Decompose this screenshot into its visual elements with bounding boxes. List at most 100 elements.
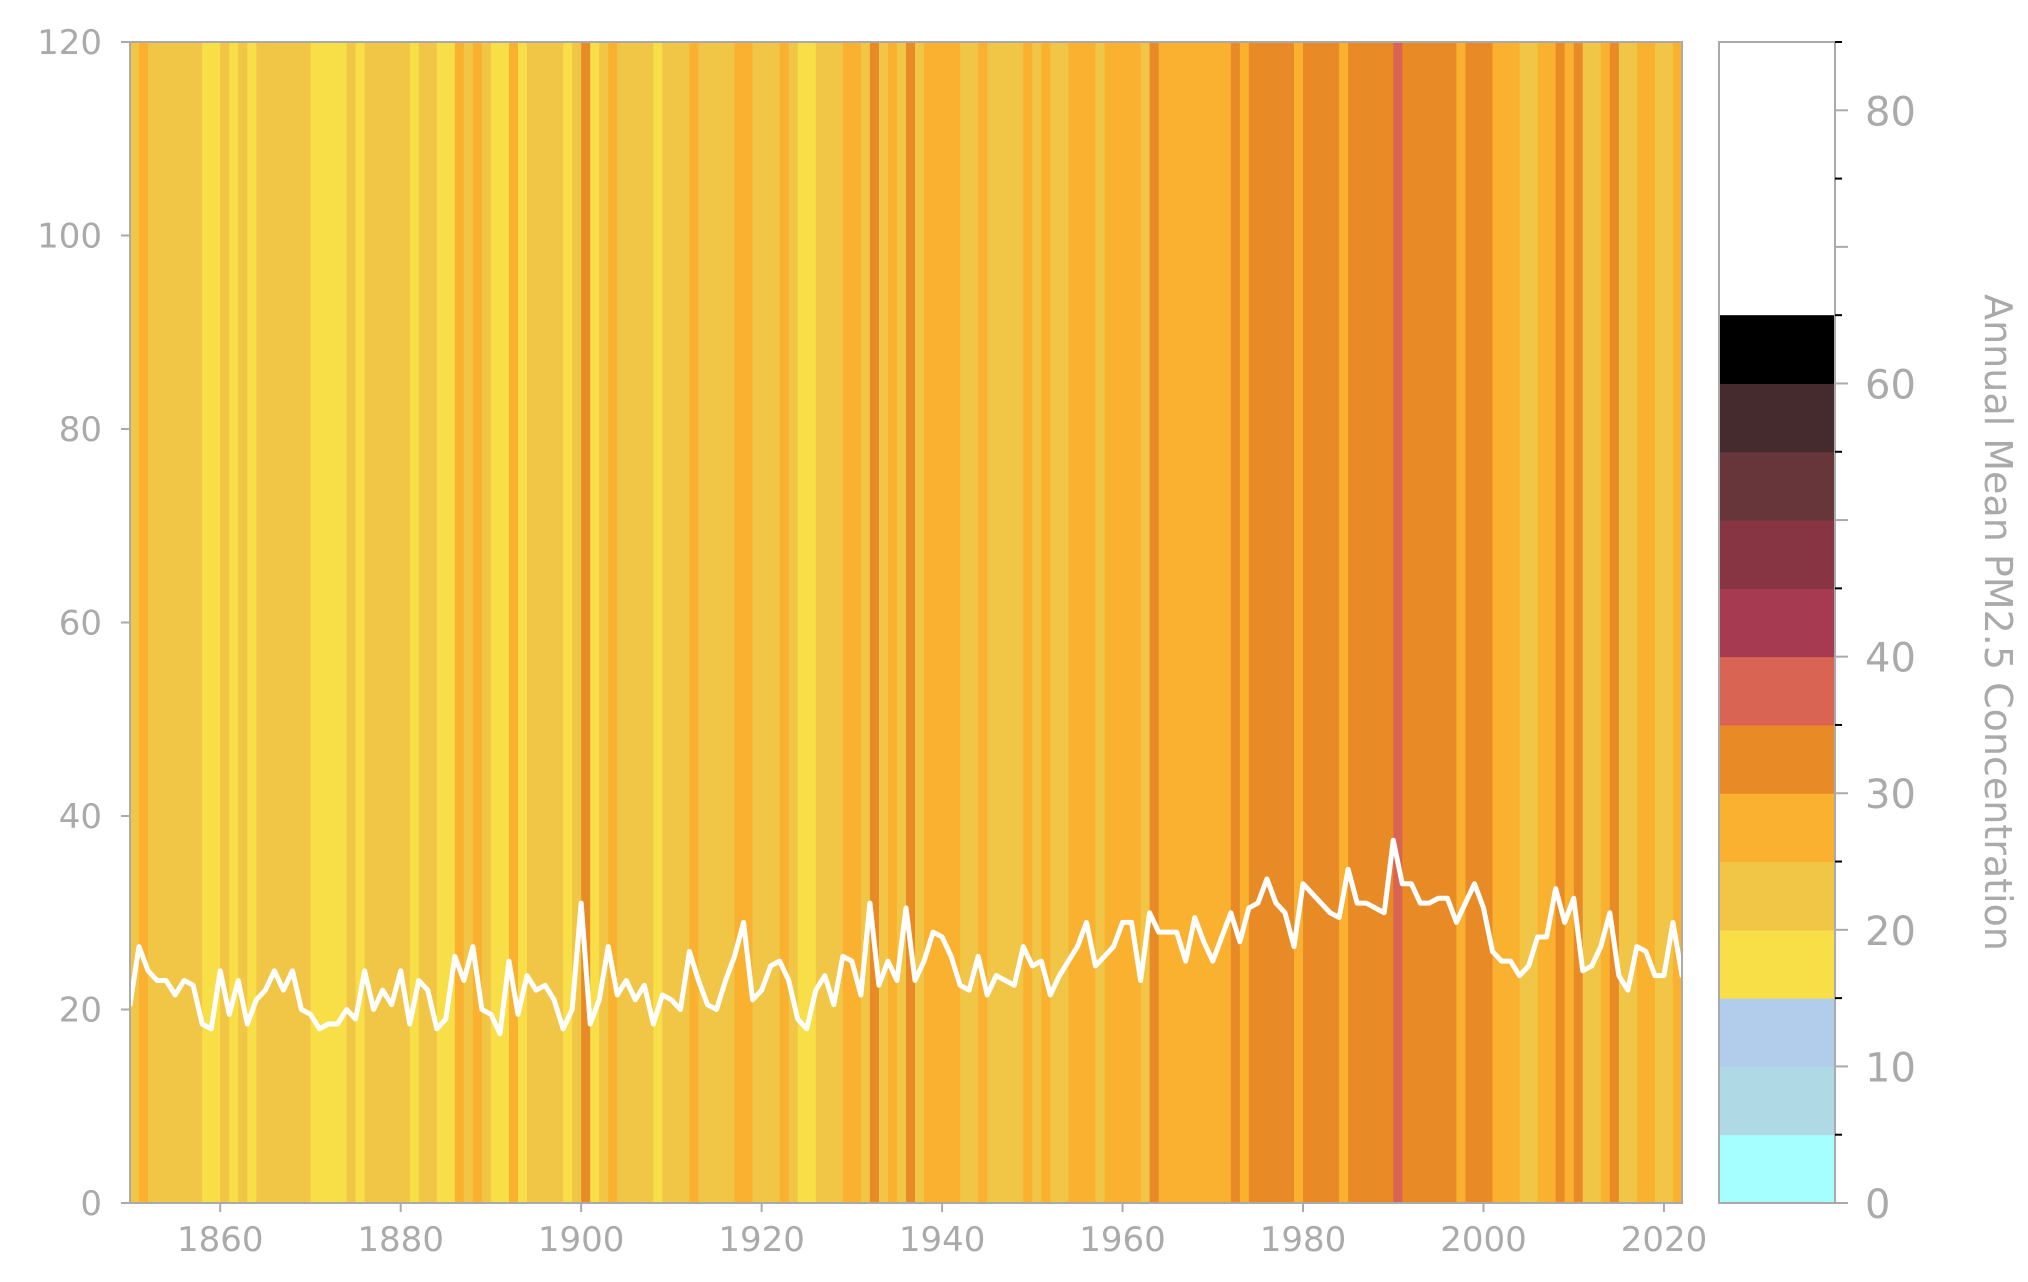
stripe-1982 — [1321, 42, 1331, 1203]
stripe-1891 — [499, 42, 510, 1203]
stripe-1856 — [184, 42, 194, 1203]
y-axis: 0 20 40 60 80 100 120 — [37, 23, 130, 1224]
stripe-1951 — [1041, 42, 1051, 1203]
stripe-1881 — [409, 42, 420, 1203]
stripe-1892 — [508, 42, 519, 1203]
x-tick-label-1960: 1960 — [1079, 1220, 1166, 1260]
stripe-1957 — [1095, 42, 1106, 1203]
y-tick-label-80: 80 — [59, 410, 102, 450]
stripe-1956 — [1086, 42, 1097, 1203]
stripe-1886 — [454, 42, 465, 1203]
stripe-1895 — [536, 42, 546, 1203]
stripe-2000 — [1483, 42, 1494, 1203]
stripe-1985 — [1348, 42, 1358, 1203]
stripe-1961 — [1131, 42, 1142, 1203]
colorbar-bin-20 — [1719, 861, 1835, 931]
stripe-1975 — [1257, 42, 1268, 1203]
stripe-1959 — [1113, 42, 1124, 1203]
stripe-1862 — [238, 42, 248, 1203]
stripe-1921 — [770, 42, 781, 1203]
stripe-1918 — [743, 42, 754, 1203]
stripe-1954 — [1068, 42, 1079, 1203]
stripe-1952 — [1050, 42, 1060, 1203]
stripe-1872 — [328, 42, 339, 1203]
stripe-1927 — [824, 42, 835, 1203]
stripe-1871 — [319, 42, 330, 1203]
stripe-1905 — [626, 42, 636, 1203]
colorbar-tick-label-30: 30 — [1865, 772, 1916, 818]
stripe-2018 — [1645, 42, 1656, 1203]
x-tick-label-1900: 1900 — [538, 1220, 625, 1260]
stripe-1917 — [734, 42, 745, 1203]
stripe-1939 — [933, 42, 943, 1203]
stripe-1999 — [1474, 42, 1485, 1203]
stripe-2009 — [1564, 42, 1575, 1203]
colorbar-bin-45 — [1719, 520, 1835, 589]
stripe-1968 — [1194, 42, 1205, 1203]
stripe-1991 — [1402, 42, 1412, 1203]
stripe-1986 — [1357, 42, 1367, 1203]
colorbar-label: Annual Mean PM2.5 Concentration — [1976, 294, 2020, 951]
stripe-1948 — [1014, 42, 1024, 1203]
stripe-1883 — [427, 42, 438, 1203]
stripe-1996 — [1447, 42, 1458, 1203]
stripe-1987 — [1366, 42, 1376, 1203]
stripe-1875 — [355, 42, 366, 1203]
stripe-2013 — [1600, 42, 1611, 1203]
stripe-1946 — [996, 42, 1006, 1203]
y-tick-label-100: 100 — [37, 217, 102, 257]
stripe-1964 — [1158, 42, 1169, 1203]
stripe-1851 — [139, 42, 149, 1203]
colorbar-bin-10 — [1719, 998, 1835, 1067]
stripe-2006 — [1537, 42, 1548, 1203]
stripe-1879 — [391, 42, 402, 1203]
stripe-1931 — [860, 42, 871, 1203]
colorbar-bin-60 — [1719, 315, 1835, 384]
stripe-1934 — [887, 42, 898, 1203]
stripe-1880 — [400, 42, 411, 1203]
stripe-1893 — [518, 42, 528, 1203]
colorbar-frame — [1718, 41, 1836, 1204]
colorbar-bin-30 — [1719, 724, 1835, 794]
colorbar-bin-0 — [1719, 1134, 1835, 1204]
x-tick-label-1980: 1980 — [1260, 1220, 1347, 1260]
stripe-1976 — [1266, 42, 1277, 1203]
y-tick-label-120: 120 — [37, 23, 102, 63]
stripe-1877 — [373, 42, 384, 1203]
colorbar — [1718, 41, 1836, 1204]
stripe-1865 — [265, 42, 275, 1203]
stripe-1936 — [906, 42, 916, 1203]
colorbar-bin-5 — [1719, 1066, 1835, 1136]
stripe-1943 — [969, 42, 979, 1203]
colorbar-bin-15 — [1719, 929, 1835, 999]
stripe-1873 — [337, 42, 348, 1203]
pm25-line — [127, 837, 1685, 1037]
stripe-1910 — [671, 42, 682, 1203]
stripe-1972 — [1230, 42, 1241, 1203]
stripe-1983 — [1330, 42, 1340, 1203]
stripe-1859 — [211, 42, 221, 1203]
stripe-1926 — [815, 42, 826, 1203]
stripe-1933 — [878, 42, 889, 1203]
stripe-1890 — [490, 42, 501, 1203]
stripe-1922 — [779, 42, 790, 1203]
stripe-2004 — [1519, 42, 1530, 1203]
stripe-1960 — [1122, 42, 1133, 1203]
stripe-1994 — [1429, 42, 1439, 1203]
stripe-1884 — [436, 42, 447, 1203]
colorbar-tick-label-80: 80 — [1865, 89, 1916, 135]
stripe-1888 — [472, 42, 483, 1203]
stripe-1869 — [301, 42, 312, 1203]
stripe-1904 — [617, 42, 627, 1203]
stripe-1978 — [1284, 42, 1295, 1203]
x-tick-label-1880: 1880 — [357, 1220, 444, 1260]
stripe-1850 — [130, 42, 140, 1203]
stripe-1855 — [175, 42, 185, 1203]
stripe-1928 — [833, 42, 844, 1203]
stripe-1912 — [689, 42, 700, 1203]
stripe-1899 — [572, 42, 582, 1203]
stripe-1930 — [851, 42, 862, 1203]
stripe-1923 — [788, 42, 799, 1203]
stripe-2010 — [1573, 42, 1584, 1203]
colorbar-tick-label-10: 10 — [1865, 1045, 1916, 1091]
